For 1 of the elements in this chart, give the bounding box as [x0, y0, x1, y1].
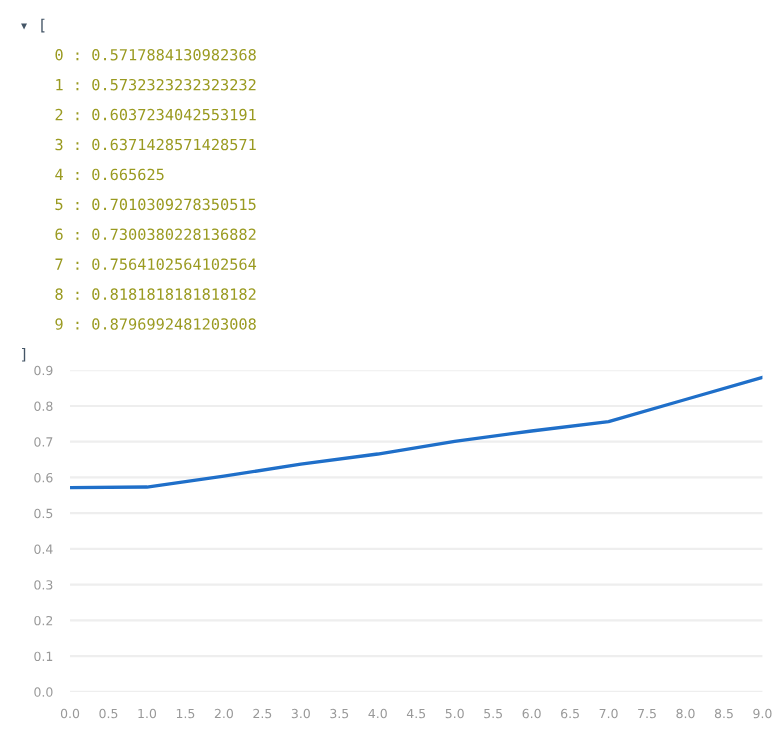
line-series: [70, 375, 763, 490]
